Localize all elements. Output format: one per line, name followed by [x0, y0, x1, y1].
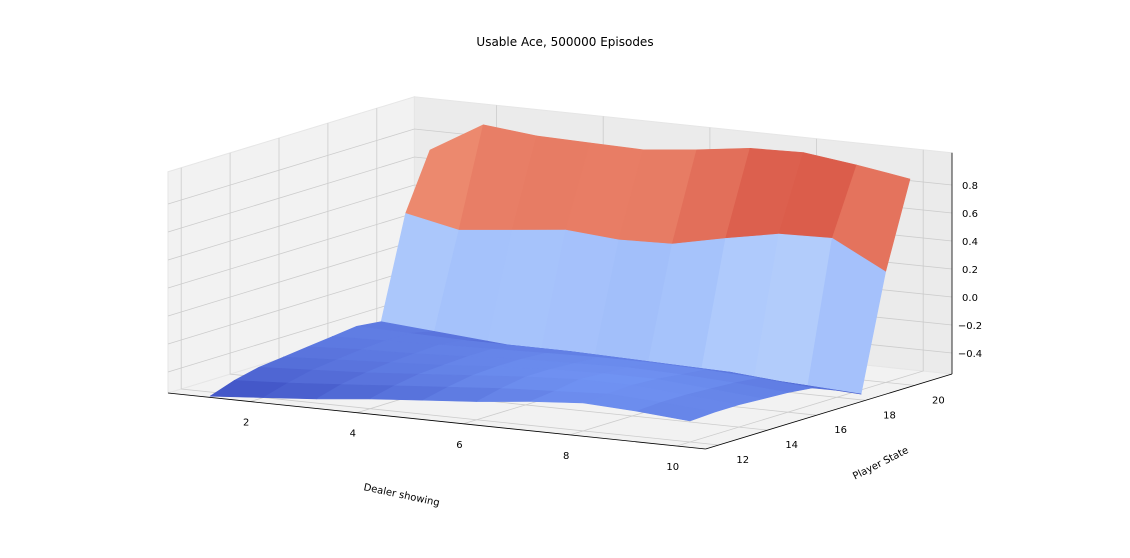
z-tick-label: 0.2 [962, 265, 978, 276]
x-axis-line [167, 392, 706, 450]
y-tick-label: 18 [883, 410, 896, 421]
z-tick-label: −0.2 [958, 321, 982, 332]
y-gridline [229, 152, 768, 431]
y-tick-label: 20 [932, 395, 945, 406]
z-tick-label: −0.4 [958, 349, 982, 360]
x-tick-label: 10 [666, 462, 679, 473]
y-axis-line [705, 373, 953, 450]
tick-labels: 2 4 6 8 10 12 14 16 18 20 −0.4 −0.2 0.0 0.2 0.4 0.6 0.8 [243, 181, 982, 473]
x-tick-label: 2 [243, 418, 249, 429]
x-tick-label: 8 [563, 451, 569, 462]
y-tick-label: 12 [736, 455, 749, 466]
chart-title: Usable Ace, 500000 Episodes [476, 35, 653, 49]
surface-mesh [209, 124, 911, 422]
z-tick-label: 0.4 [962, 237, 978, 248]
x-gridline [676, 149, 924, 447]
y-gridline [180, 167, 719, 446]
y-tick-label: 16 [834, 425, 847, 436]
z-tick-label: 0.6 [962, 209, 978, 220]
x-axis-label: Dealer showing [362, 482, 440, 509]
axis-lines [167, 152, 953, 450]
z-tick-label: 0.0 [962, 293, 978, 304]
y-tick-label: 14 [785, 440, 798, 451]
z-tick-label: 0.8 [962, 181, 978, 192]
x-tick-label: 4 [350, 429, 356, 440]
x-tick-label: 6 [456, 440, 462, 451]
surface-patch [636, 402, 715, 422]
y-axis-label: Player State [851, 445, 910, 482]
